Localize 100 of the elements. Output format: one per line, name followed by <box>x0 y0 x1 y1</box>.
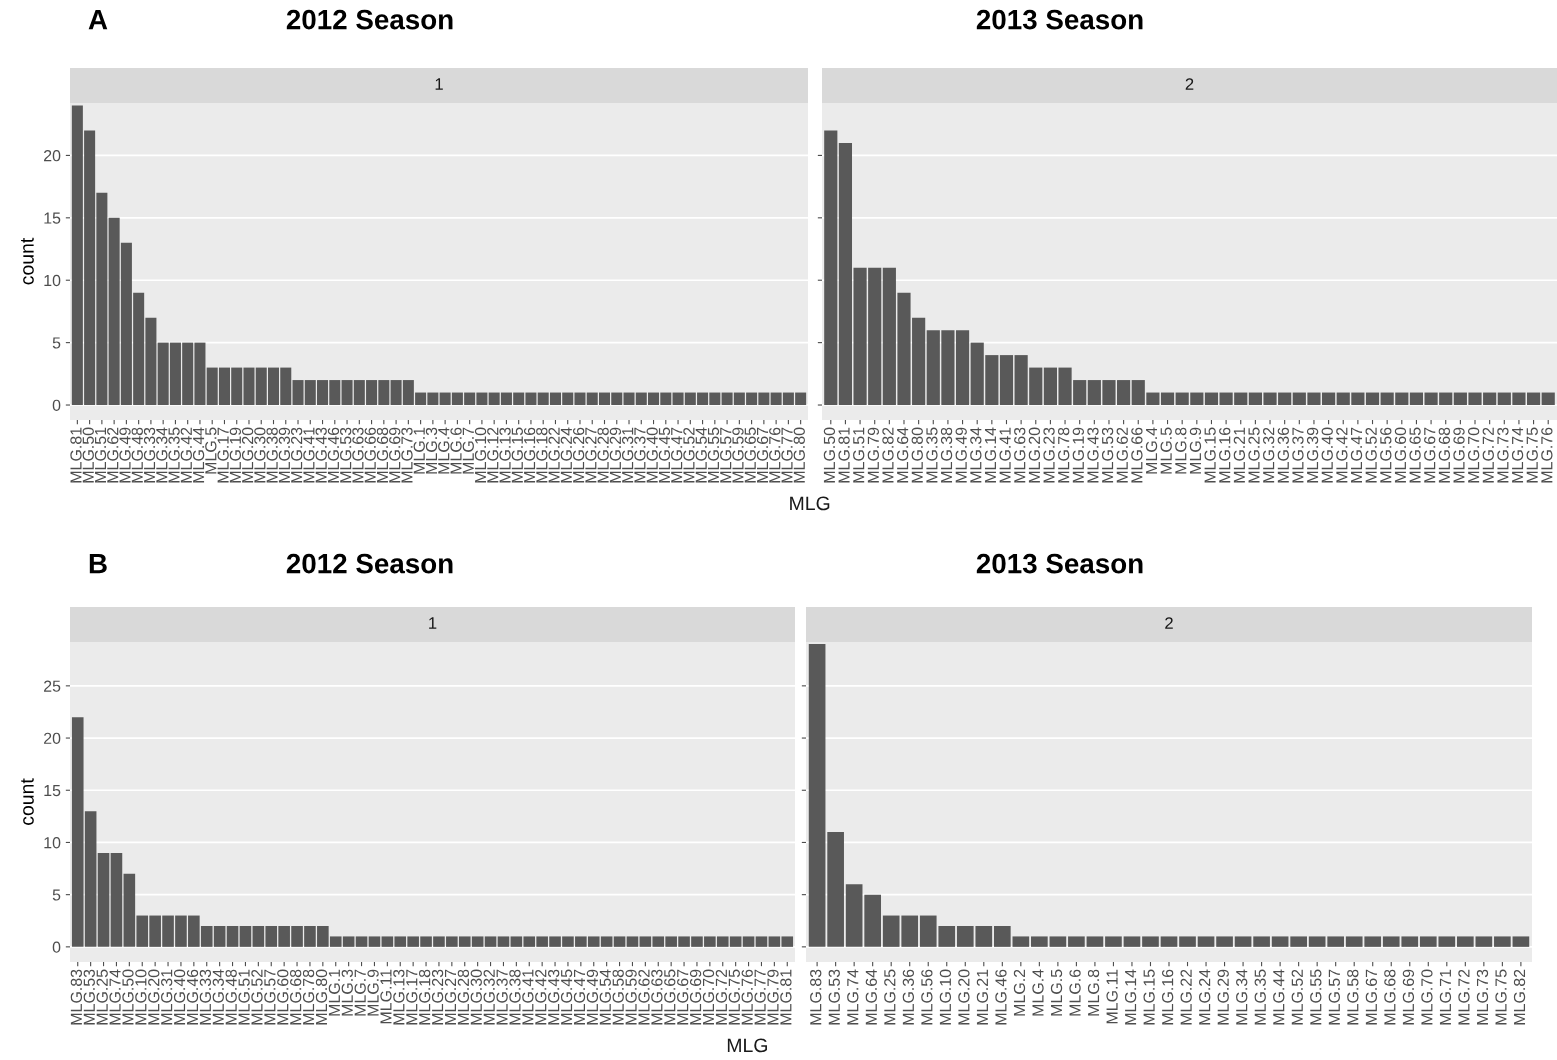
x-tick-label: MLG.40 <box>173 969 186 1025</box>
x-tick-label: MLG.33 <box>143 427 156 483</box>
x-tick-label: MLG.81 <box>70 427 82 483</box>
x-tick-label: MLG.66 <box>364 427 376 483</box>
x-tick-label: MLG.36 <box>1277 427 1289 483</box>
bar <box>239 925 252 947</box>
x-tick-label: MLG.67 <box>756 427 769 483</box>
y-axis-title: count <box>21 237 34 285</box>
x-tick-label: MLG.27 <box>585 427 597 483</box>
x-tick-label: MLG.24 <box>560 427 573 483</box>
bar <box>1105 936 1122 947</box>
x-tick-label: MLG.53 <box>1101 427 1114 483</box>
x-tick-label: MLG.46 <box>327 427 340 483</box>
x-tick-label: MLG.68 <box>1384 969 1396 1025</box>
x-tick-label: MLG.35 <box>168 427 180 483</box>
x-tick-label: MLG.56 <box>921 969 933 1025</box>
x-tick-label: MLG.82 <box>1513 969 1526 1025</box>
bar <box>613 936 626 947</box>
bar <box>824 130 838 406</box>
bar <box>864 894 882 947</box>
y-tick-label: 20 <box>44 732 61 744</box>
bar <box>1512 936 1530 947</box>
x-tick-label: MLG.21 <box>1233 427 1246 483</box>
bar <box>484 936 497 947</box>
x-tick-label: MLG.30 <box>470 969 482 1025</box>
x-tick-label: MLG.51 <box>238 969 250 1025</box>
bar <box>827 832 844 947</box>
x-tick-label: MLG.22 <box>1180 969 1192 1025</box>
x-tick-label: MLG.20 <box>241 427 254 483</box>
x-tick-label: MLG.34 <box>1236 969 1248 1025</box>
x-tick-label: MLG.25 <box>1248 427 1260 483</box>
x-tick-label: MLG.32 <box>1263 427 1275 483</box>
x-tick-label: MLG.11 <box>380 969 392 1024</box>
x-tick-label: MLG.51 <box>94 427 107 483</box>
x-tick-label: MLG.66 <box>1131 427 1143 483</box>
x-tick-label: MLG.16 <box>523 427 536 483</box>
y-tick-label: 20 <box>44 150 61 162</box>
bar <box>1271 936 1289 947</box>
x-tick-label: MLG.52 <box>1365 427 1377 483</box>
y-tick-label: 10 <box>44 837 61 849</box>
y-tick-label: 0 <box>52 941 61 953</box>
x-tick-label: MLG.19 <box>1072 427 1084 483</box>
bar <box>1068 936 1085 947</box>
x-tick-label: MLG.14 <box>1124 969 1137 1025</box>
x-tick-label: MLG.79 <box>867 427 879 483</box>
x-tick-label: MLG.62 <box>107 427 119 483</box>
x-tick-label: MLG.47 <box>671 427 683 483</box>
x-tick-label: MLG.8 <box>1175 427 1187 474</box>
x-tick-label: MLG.69 <box>1453 427 1465 483</box>
x-tick-label: MLG.18 <box>536 427 548 483</box>
bar <box>1160 936 1178 947</box>
x-tick-label: MLG.57 <box>720 427 732 483</box>
x-tick-label: MLG.7 <box>462 427 474 474</box>
x-tick-label: MLG.17 <box>406 969 418 1025</box>
bar <box>626 936 639 947</box>
text: A <box>88 10 108 30</box>
x-tick-label: MLG.49 <box>955 427 967 483</box>
x-tick-label: MLG.55 <box>1310 969 1322 1025</box>
x-tick-label: MLG.25 <box>884 969 896 1025</box>
x-axis-title: MLG <box>727 1038 767 1053</box>
x-tick-label: MLG.80 <box>315 969 328 1025</box>
x-tick-label: MLG.40 <box>1321 427 1333 483</box>
x-tick-label: MLG.40 <box>646 427 658 483</box>
x-tick-label: MLG.45 <box>658 427 671 483</box>
x-tick-label: MLG.72 <box>715 969 728 1025</box>
x-tick-label: MLG.8 <box>1087 969 1100 1016</box>
x-tick-label: MLG.3 <box>341 969 353 1016</box>
y-tick-label: 15 <box>44 212 61 224</box>
x-tick-label: MLG.36 <box>902 969 914 1025</box>
x-tick-label: MLG.31 <box>161 969 173 1025</box>
y-tick-label: 0 <box>52 399 61 411</box>
x-tick-label: MLG.9 <box>1189 427 1202 474</box>
x-tick-label: MLG.76 <box>1541 427 1553 483</box>
x-tick-label: MLG.76 <box>741 969 753 1025</box>
x-tick-label: MLG.75 <box>728 969 740 1025</box>
x-tick-label: MLG.49 <box>119 427 131 483</box>
bar <box>355 936 368 947</box>
bar <box>1123 936 1141 947</box>
x-tick-label: MLG.46 <box>995 969 1007 1025</box>
x-tick-label: MLG.82 <box>882 427 894 483</box>
x-tick-label: MLG.35 <box>926 427 938 483</box>
bar <box>1365 392 1380 406</box>
chart-title: 2012 Season <box>286 553 453 574</box>
x-tick-label: MLG.52 <box>251 969 263 1025</box>
x-tick-label: MLG.2 <box>1013 969 1026 1016</box>
x-tick-label: MLG.51 <box>853 427 865 483</box>
x-tick-label: MLG.65 <box>1409 427 1421 483</box>
bar <box>845 884 863 947</box>
x-tick-label: MLG.69 <box>1402 969 1415 1025</box>
x-tick-label: MLG.48 <box>131 427 143 483</box>
x-tick-label: MLG.18 <box>419 969 431 1025</box>
bar <box>97 852 110 947</box>
bar <box>1160 392 1175 406</box>
x-tick-label: MLG.53 <box>828 969 840 1025</box>
x-tick-label: MLG.52 <box>1291 969 1303 1025</box>
x-tick-label: MLG.81 <box>838 427 850 483</box>
bar <box>742 936 755 947</box>
x-tick-label: MLG.5 <box>1050 969 1063 1016</box>
x-tick-label: MLG.68 <box>1438 427 1451 483</box>
x-tick-label: MLG.68 <box>376 427 389 483</box>
